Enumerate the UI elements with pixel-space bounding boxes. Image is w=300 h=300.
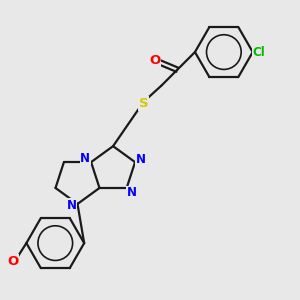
Text: N: N xyxy=(80,152,90,165)
Text: N: N xyxy=(127,186,136,199)
Text: S: S xyxy=(139,97,148,110)
Text: O: O xyxy=(149,54,160,67)
Text: O: O xyxy=(7,255,18,268)
Text: N: N xyxy=(136,153,146,166)
Text: N: N xyxy=(67,199,77,212)
Text: Cl: Cl xyxy=(252,46,265,59)
